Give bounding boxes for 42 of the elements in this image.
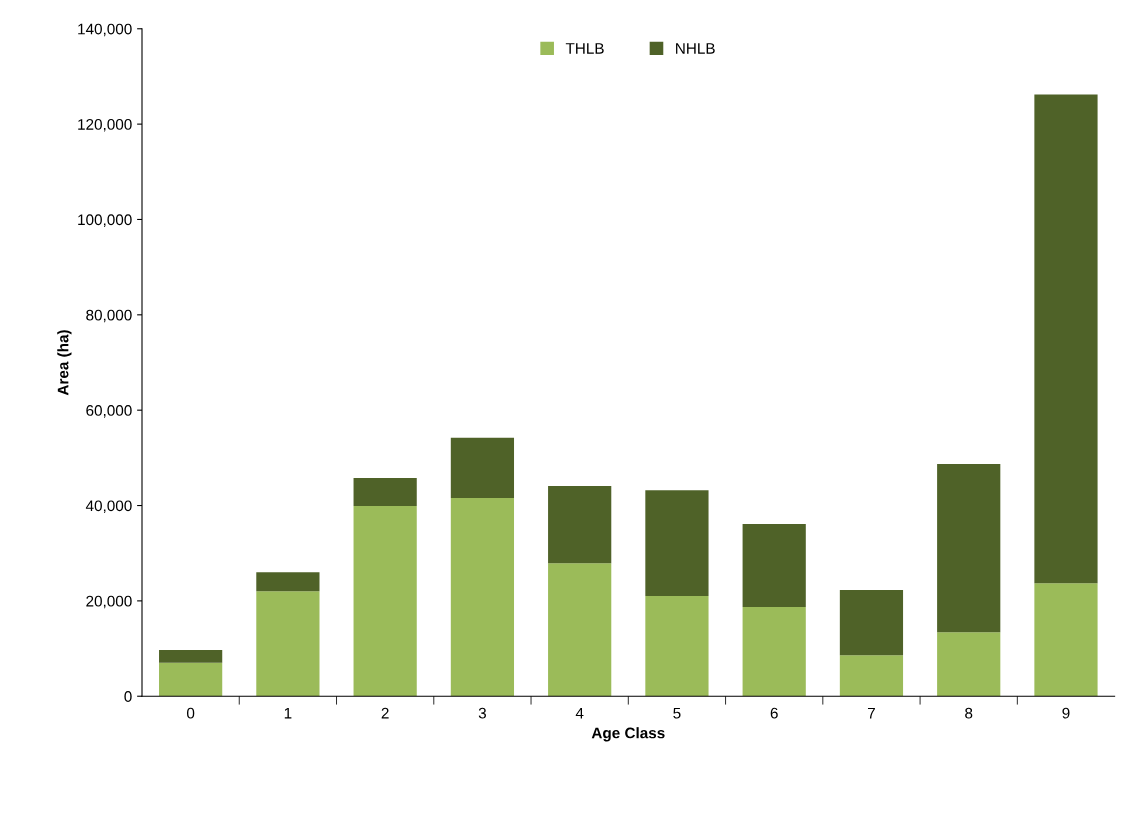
bar	[256, 572, 320, 592]
bar	[1034, 94, 1098, 584]
x-tick-label: 5	[673, 707, 681, 719]
bar	[450, 497, 515, 697]
x-tick-label: 4	[575, 707, 584, 719]
bar	[839, 655, 904, 697]
x-tick-label: 8	[965, 707, 973, 719]
bar	[548, 563, 612, 697]
bar	[353, 506, 417, 697]
bar	[450, 437, 515, 498]
bar	[742, 524, 806, 608]
bar	[548, 485, 612, 564]
x-tick-label: 0	[186, 707, 195, 719]
bar	[159, 662, 223, 697]
y-tick-label: 0	[124, 691, 132, 702]
bar	[645, 490, 709, 597]
y-tick-label: 120,000	[78, 118, 132, 132]
x-tick-label: 7	[867, 707, 875, 719]
legend-label: NHLB	[676, 43, 715, 54]
y-tick-label: 40,000	[85, 500, 132, 514]
x-tick-label: 2	[381, 707, 389, 719]
y-tick-label: 140,000	[78, 23, 132, 37]
bar	[1034, 583, 1098, 697]
bar	[839, 589, 904, 656]
x-axis-title: Age Class	[591, 727, 665, 742]
bar	[937, 632, 1001, 697]
y-tick-label: 100,000	[78, 214, 132, 227]
legend-label: THLB	[565, 43, 604, 54]
bar	[256, 591, 320, 697]
x-tick-label: 3	[478, 707, 486, 719]
x-tick-label: 9	[1062, 707, 1070, 719]
bar	[353, 477, 417, 507]
y-tick-label: 20,000	[86, 595, 132, 609]
y-tick-label: 60,000	[86, 405, 132, 418]
x-tick-label: 1	[284, 707, 292, 719]
y-tick-label: 80,000	[86, 309, 132, 323]
bar	[937, 464, 1001, 633]
bar	[159, 649, 223, 663]
bar	[645, 596, 709, 697]
bar	[742, 607, 806, 697]
y-axis-title: Area (ha)	[57, 330, 72, 396]
x-tick-label: 6	[770, 707, 778, 719]
